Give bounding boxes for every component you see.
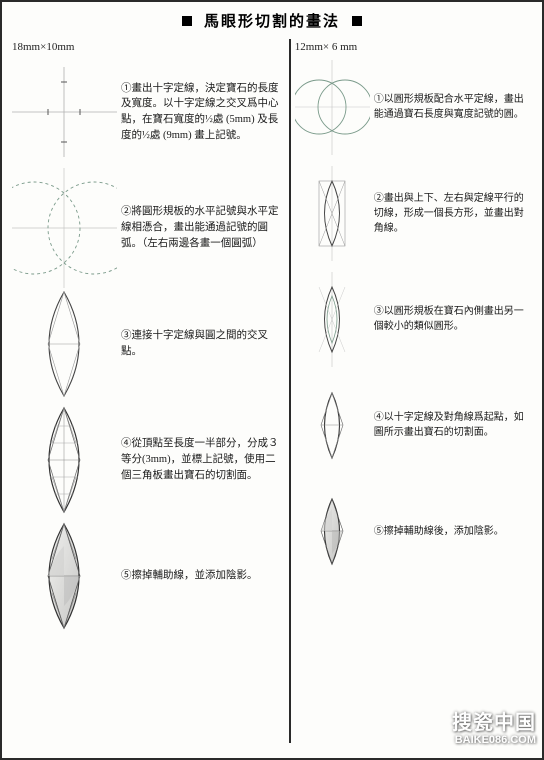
right-diagram-3 (295, 269, 370, 369)
watermark-line2: BAIKE086.COM (452, 734, 536, 746)
right-diagram-4 (295, 375, 370, 475)
right-step-2-text: ②畫出與上下、左右與定線平行的切線，形成一個長方形，並畫出對角線。 (370, 191, 532, 236)
right-step-2: ②畫出與上下、左右與定線平行的切線，形成一個長方形，並畫出對角線。 (295, 163, 532, 263)
left-size-label: 18mm×10mm (12, 39, 285, 57)
right-step-3: ③以圓形規板在寶石內側畫出另一個較小的類似圓形。 (295, 269, 532, 369)
left-diagram-1 (12, 57, 117, 167)
left-step-1: ①畫出十字定線，決定寶石的長度及寬度。以十字定線之交叉爲中心點，在寶石寬度的½處… (12, 57, 285, 167)
right-diagram-5 (295, 481, 370, 581)
right-step-4-text: ④以十字定線及對角線爲起點，如圖所示畫出寶石的切割面。 (370, 410, 532, 440)
left-step-5-text: ⑤擦掉輔助線，並添加陰影。 (117, 568, 285, 584)
left-step-2: ②將圓形規板的水平記號與水平定線相憑合，畫出能通過記號的圓弧。（左右兩邊各畫一個… (12, 173, 285, 283)
left-step-4: ④從頂點至長度一半部分，分成３等分(3mm)，並標上記號，使用二個三角板畫出寶石… (12, 405, 285, 515)
right-step-1-text: ①以圓形規板配合水平定線，畫出能通過寶石長度與寬度記號的圓。 (370, 92, 532, 122)
left-step-4-text: ④從頂點至長度一半部分，分成３等分(3mm)，並標上記號，使用二個三角板畫出寶石… (117, 436, 285, 483)
left-diagram-3 (12, 289, 117, 399)
left-step-3-text: ③連接十字定線與圓之間的交叉點。 (117, 328, 285, 360)
right-size-label: 12mm× 6 mm (295, 39, 532, 57)
right-step-4: ④以十字定線及對角線爲起點，如圖所示畫出寶石的切割面。 (295, 375, 532, 475)
left-diagram-2 (12, 173, 117, 283)
watermark-line1: 搜瓷中国 (452, 712, 536, 734)
column-right: 12mm× 6 mm ①以圓形規板配合水平定線，畫出能通過寶石長度與寬度記號的圓… (291, 39, 536, 743)
title-square-right (352, 16, 362, 26)
left-step-3: ③連接十字定線與圓之間的交叉點。 (12, 289, 285, 399)
right-step-5-text: ⑤擦掉輔助線後，添加陰影。 (370, 524, 532, 539)
page-title-bar: 馬眼形切割的畫法 (8, 6, 536, 39)
left-diagram-4 (12, 405, 117, 515)
page: 馬眼形切割的畫法 18mm×10mm ①畫出十字定線，決定寶 (0, 0, 544, 760)
page-title: 馬眼形切割的畫法 (204, 14, 340, 30)
watermark: 搜瓷中国 BAIKE086.COM (452, 712, 536, 746)
right-step-5: ⑤擦掉輔助線後，添加陰影。 (295, 481, 532, 581)
right-diagram-2 (295, 163, 370, 263)
left-diagram-5 (12, 521, 117, 631)
columns: 18mm×10mm ①畫出十字定線，決定寶石的長度及寬度。以十字定線之交叉爲中心… (8, 39, 536, 743)
right-step-1: ①以圓形規板配合水平定線，畫出能通過寶石長度與寬度記號的圓。 (295, 57, 532, 157)
right-step-3-text: ③以圓形規板在寶石內側畫出另一個較小的類似圓形。 (370, 304, 532, 334)
right-diagram-1 (295, 57, 370, 157)
left-step-2-text: ②將圓形規板的水平記號與水平定線相憑合，畫出能通過記號的圓弧。（左右兩邊各畫一個… (117, 204, 285, 251)
left-step-1-text: ①畫出十字定線，決定寶石的長度及寬度。以十字定線之交叉爲中心點，在寶石寬度的½處… (117, 81, 285, 144)
column-left: 18mm×10mm ①畫出十字定線，決定寶石的長度及寬度。以十字定線之交叉爲中心… (8, 39, 289, 743)
title-square-left (182, 16, 192, 26)
left-step-5: ⑤擦掉輔助線，並添加陰影。 (12, 521, 285, 631)
